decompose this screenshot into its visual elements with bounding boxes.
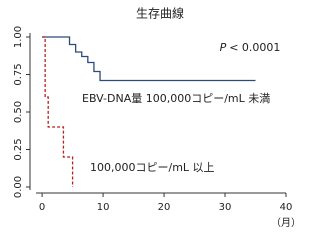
y-tick-label: 0.00 — [13, 176, 24, 198]
x-tick-label: 0 — [39, 202, 45, 213]
series-label: EBV-DNA量 100,000コピー/mL 未満 — [82, 92, 270, 105]
x-tick-label: 40 — [280, 202, 293, 213]
y-tick-label: 0.25 — [13, 138, 24, 160]
survival-curve — [42, 36, 256, 82]
y-tick-label: 1.00 — [13, 26, 24, 48]
series-label: 100,000コピー/mL 以上 — [90, 161, 215, 174]
x-tick-label: 20 — [158, 202, 171, 213]
x-tick-label: 30 — [219, 202, 232, 213]
p-number: < 0.0001 — [229, 41, 280, 54]
y-tick-label: 0.75 — [13, 63, 24, 85]
p-value: P < 0.0001 — [220, 41, 281, 54]
x-tick-label: 10 — [97, 202, 110, 213]
chart-title: 生存曲線 — [136, 6, 184, 21]
x-axis-label: （月） — [271, 217, 301, 229]
p-symbol: P — [220, 41, 227, 54]
y-tick-label: 0.50 — [13, 101, 24, 123]
survival-curve — [42, 36, 74, 187]
